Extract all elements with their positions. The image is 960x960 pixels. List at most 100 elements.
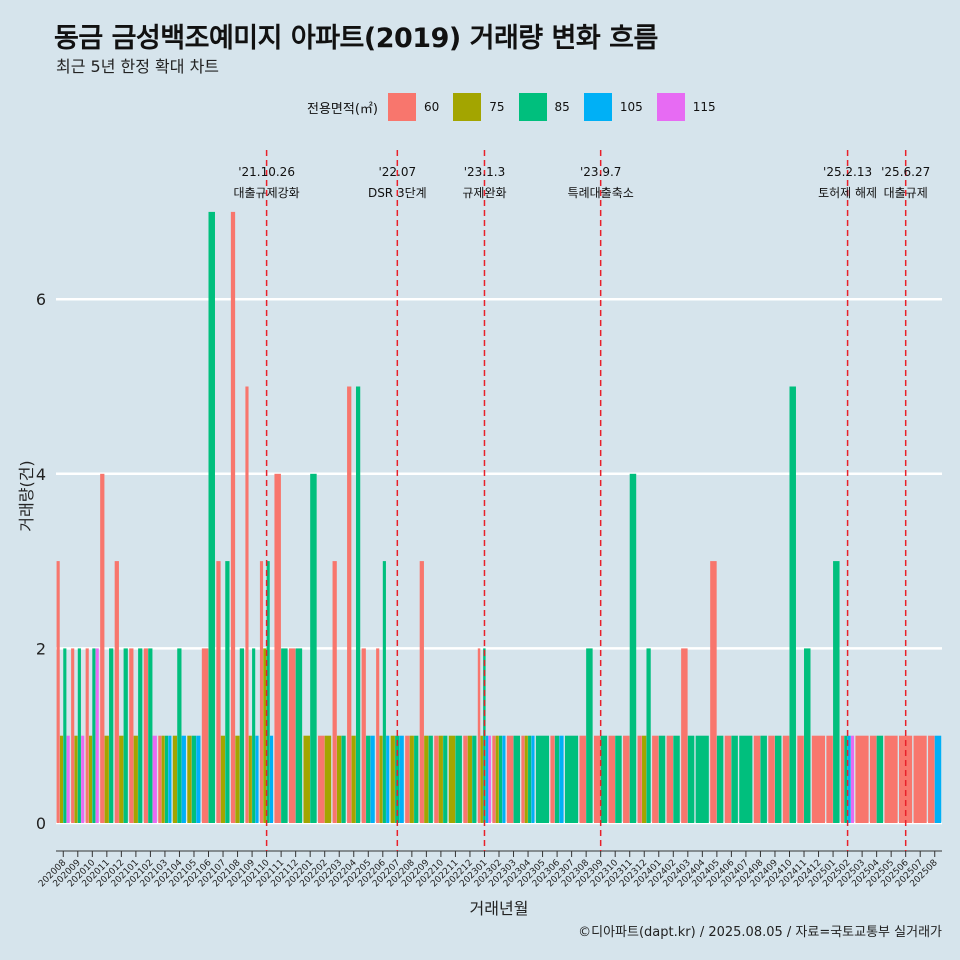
bar-202407-85: [739, 735, 753, 823]
legend-item-105: 105: [583, 93, 643, 121]
bar-202208-60: [405, 735, 410, 823]
bar-202406-85: [731, 735, 738, 823]
legend-title: 전용면적(㎡): [307, 101, 378, 117]
bar-202310-85: [615, 735, 622, 823]
legend-swatch-115: [656, 93, 685, 121]
bar-202504-85: [876, 735, 884, 823]
bar-202111-60: [274, 473, 281, 823]
bar-202401-85: [658, 735, 666, 823]
bar-202312-60: [637, 735, 642, 823]
bar-202110-60: [259, 561, 264, 823]
bar-202207-105: [399, 735, 404, 823]
bar-202207-75: [390, 735, 395, 823]
bar-202106-85: [208, 211, 215, 823]
bar-202108-85: [239, 648, 245, 823]
event-label-2: DSR 3단계: [368, 186, 427, 200]
bar-202110-105: [269, 735, 274, 823]
bar-202012-75: [119, 735, 124, 823]
legend-label-105: 105: [619, 100, 643, 114]
credit-text: ©디아파트(dapt.kr) / 2025.08.05 / 자료=국토교통부 실…: [578, 925, 942, 940]
bar-202107-75: [220, 735, 226, 823]
bar-202506-60: [899, 735, 913, 823]
bar-202302-60: [492, 735, 496, 823]
bar-202505-60: [884, 735, 898, 823]
event-date-2: '22.07: [378, 165, 416, 179]
chart-title: 동금 금성백조예미지 아파트(2019) 거래량 변화 흐름: [54, 23, 658, 54]
bar-202101-75: [133, 735, 138, 823]
bar-202402-60: [666, 735, 674, 823]
bar-202208-85: [414, 735, 419, 823]
bar-202304-85: [528, 735, 532, 823]
bar-202205-85: [366, 735, 371, 823]
bar-202206-75: [379, 735, 383, 823]
bar-202312-75: [642, 735, 647, 823]
bar-202104-105: [181, 735, 186, 823]
bar-202108-75: [235, 735, 240, 823]
event-label-1: 대출규제강화: [233, 186, 299, 200]
bar-202311-60: [623, 735, 630, 823]
bar-202405-85: [716, 735, 724, 823]
y-axis-title: 거래량(건): [17, 460, 36, 531]
event-label-5: 토허제 해제: [818, 186, 877, 200]
bar-202207-85: [395, 735, 400, 823]
bar-202507-60: [913, 735, 927, 823]
bar-202211-85: [455, 735, 462, 823]
bar-202109-105: [255, 735, 259, 823]
bar-202403-85: [687, 735, 695, 823]
bar-202206-105: [386, 735, 390, 823]
bar-202103-60: [158, 735, 162, 823]
bar-202305-85: [535, 735, 550, 823]
bar-202109-75: [248, 735, 252, 823]
bar-202210-85: [443, 735, 448, 823]
bar-202412-60: [811, 735, 826, 823]
legend: 전용면적(㎡) 60 75 85 105 115: [307, 93, 730, 121]
legend-swatch-75: [453, 93, 482, 121]
bar-202404-85: [695, 735, 709, 823]
legend-swatch-85: [518, 93, 547, 121]
bar-202011-75: [104, 735, 109, 823]
bar-202502-115: [850, 735, 855, 823]
bar-202410-60: [782, 735, 790, 823]
bar-202304-60: [521, 735, 525, 823]
legend-label-85: 85: [554, 100, 570, 114]
bar-202205-60: [361, 648, 366, 823]
bar-202409-60: [768, 735, 775, 823]
bar-202101-85: [138, 648, 143, 823]
bar-202110-75: [263, 648, 267, 823]
bar-202210-75: [438, 735, 443, 823]
bar-202311-85: [629, 473, 637, 823]
bar-202302-105: [502, 735, 506, 823]
bar-202012-85: [123, 648, 128, 823]
legend-item-75: 75: [453, 93, 505, 121]
y-tick-label-0: 0: [36, 814, 46, 833]
bar-202202-60: [318, 735, 325, 823]
bar-202309-85: [600, 735, 608, 823]
event-date-6: '25.6.27: [881, 165, 930, 179]
bar-202112-85: [295, 648, 303, 823]
bar-202406-60: [724, 735, 732, 823]
bar-202502-105: [847, 735, 851, 823]
bar-202106-60: [201, 648, 209, 823]
event-label-6: 대출규제: [884, 186, 928, 200]
bar-202308-85: [586, 648, 593, 823]
bar-202301-75: [480, 735, 483, 823]
bar-202010-75: [88, 735, 93, 823]
bar-202011-60: [100, 473, 105, 823]
bar-202107-85: [225, 561, 230, 823]
bar-202409-85: [774, 735, 782, 823]
bar-202402-85: [673, 735, 680, 823]
bar-202204-75: [351, 735, 356, 823]
bar-202104-75: [172, 735, 178, 823]
y-tick-label-2: 2: [36, 639, 46, 658]
bar-202206-60: [376, 648, 380, 823]
bar-202105-75: [187, 735, 192, 823]
bar-202009-115: [81, 735, 85, 823]
legend-label-60: 60: [423, 100, 440, 114]
legend-item-85: 85: [518, 93, 570, 121]
bar-202302-85: [499, 735, 503, 823]
bar-202204-85: [355, 386, 361, 823]
y-tick-label-4: 4: [36, 465, 46, 484]
bar-202304-75: [524, 735, 528, 823]
bar-202501-85: [833, 561, 840, 823]
